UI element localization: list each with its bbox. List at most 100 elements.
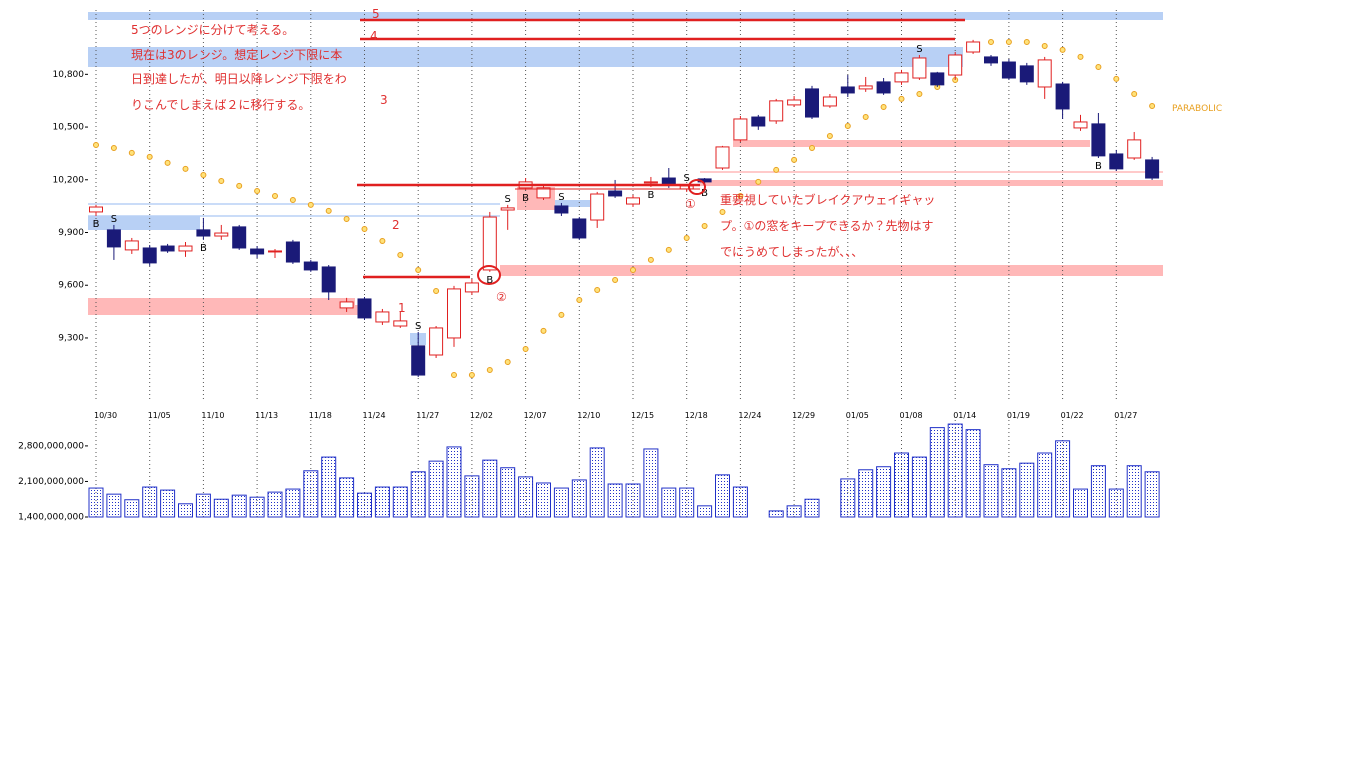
candle-body — [626, 197, 640, 205]
x-tick-label: 01/14 — [953, 411, 976, 420]
x-tick-label: 12/15 — [631, 411, 654, 420]
x-tick-label: 12/18 — [685, 411, 708, 420]
volume-bar — [231, 494, 247, 518]
sar-dot — [1005, 38, 1012, 45]
volume-bar — [876, 466, 892, 518]
y-tick-label: 9,900 — [58, 228, 84, 238]
note-line: プ。①の窓をキープできるか？先物はす — [720, 219, 933, 233]
candle-body — [679, 185, 694, 190]
volume-bar — [142, 486, 158, 518]
sar-dot — [451, 372, 457, 379]
volume-panel — [88, 423, 1160, 518]
sar-dot — [701, 223, 708, 230]
sar-dot — [880, 104, 887, 111]
volume-bar — [679, 487, 695, 518]
gap-band — [500, 265, 1163, 276]
gap-band — [733, 140, 1090, 147]
signal-label: S — [111, 214, 117, 225]
x-tick-label: 10/30 — [94, 411, 117, 420]
annotation-bands — [88, 12, 1163, 345]
volume-bar — [661, 487, 677, 518]
volume-bar — [947, 423, 963, 518]
sar-dot — [504, 359, 511, 366]
volume-bar — [571, 479, 587, 518]
sar-dot — [1149, 102, 1156, 109]
candle-body — [554, 205, 569, 214]
volume-bar — [965, 429, 981, 518]
candle-body — [1127, 139, 1142, 159]
parabolic-sar — [93, 38, 1156, 379]
range-band — [88, 12, 1163, 20]
range-number: 3 — [380, 93, 388, 107]
volume-bar — [983, 464, 999, 518]
sar-dot — [272, 192, 278, 199]
volume-bar — [195, 493, 211, 518]
sar-dot — [755, 178, 762, 185]
signal-label: B — [1095, 161, 1102, 172]
volume-bar — [1126, 465, 1142, 518]
volume-tick-label: 2,800,000,000 — [18, 441, 84, 451]
sar-dot — [773, 166, 780, 173]
candle-body — [411, 345, 426, 376]
volume-bar — [929, 427, 945, 518]
range-number: 1 — [398, 301, 406, 315]
candle-body — [1091, 123, 1106, 157]
volume-bar — [178, 503, 193, 518]
sar-dot — [468, 372, 475, 379]
x-tick-label: 12/10 — [577, 411, 600, 420]
sar-dot — [361, 225, 368, 232]
candle-body — [1001, 61, 1016, 79]
y-tick-label: 10,500 — [53, 123, 85, 133]
candle-body — [822, 96, 837, 107]
range-band — [88, 216, 200, 230]
volume-bar — [1144, 471, 1160, 518]
sar-dot — [826, 133, 833, 140]
candle-body — [1019, 65, 1034, 83]
sar-dot — [1059, 46, 1066, 53]
candle-body — [500, 207, 515, 211]
volume-bar — [213, 498, 229, 518]
indicator-label: PARABOLIC — [1172, 104, 1222, 114]
candle-body — [124, 240, 139, 251]
volume-bar — [553, 487, 569, 518]
volume-bar — [518, 476, 534, 518]
sar-dot — [182, 165, 189, 172]
candle-body — [608, 190, 623, 197]
sar-dot — [647, 256, 654, 263]
sar-dot — [1041, 43, 1048, 50]
candle-body — [89, 206, 103, 213]
candle-body — [787, 99, 802, 106]
candle-body — [268, 250, 282, 253]
sar-dot — [146, 153, 153, 160]
x-tick-label: 12/24 — [738, 411, 761, 420]
candle-body — [751, 116, 766, 127]
sar-dot — [379, 237, 386, 244]
x-tick-label: 01/27 — [1114, 411, 1137, 420]
signal-label: B — [93, 219, 100, 230]
sar-dot — [397, 252, 404, 259]
sar-dot — [415, 266, 422, 273]
sar-dot — [1113, 75, 1120, 82]
annotation-lines — [357, 18, 965, 285]
note-line: 重要視していたブレイクアウェイギャッ — [720, 192, 935, 207]
sar-dot — [540, 327, 547, 334]
signal-label: B — [701, 188, 708, 199]
candle-body — [1055, 83, 1070, 110]
sar-dot — [218, 178, 225, 185]
candle-body — [643, 181, 658, 184]
range-number: 4 — [370, 29, 378, 43]
candle-body — [464, 282, 479, 293]
range-number: 5 — [372, 7, 380, 21]
signal-label: B — [647, 190, 654, 201]
candle-body — [966, 41, 981, 53]
volume-bar — [732, 486, 748, 518]
sar-dot — [93, 141, 99, 148]
signal-label: B — [522, 193, 529, 204]
candle-body — [321, 266, 336, 293]
volume-bar — [285, 488, 301, 518]
gap-band — [338, 305, 360, 315]
candle-body — [769, 100, 784, 122]
candle-body — [375, 311, 390, 323]
y-tick-label: 9,300 — [58, 333, 84, 343]
